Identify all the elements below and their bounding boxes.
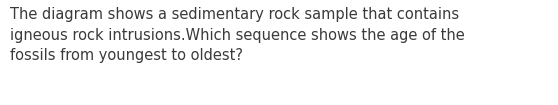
Text: The diagram shows a sedimentary rock sample that contains
igneous rock intrusion: The diagram shows a sedimentary rock sam…: [10, 7, 465, 63]
